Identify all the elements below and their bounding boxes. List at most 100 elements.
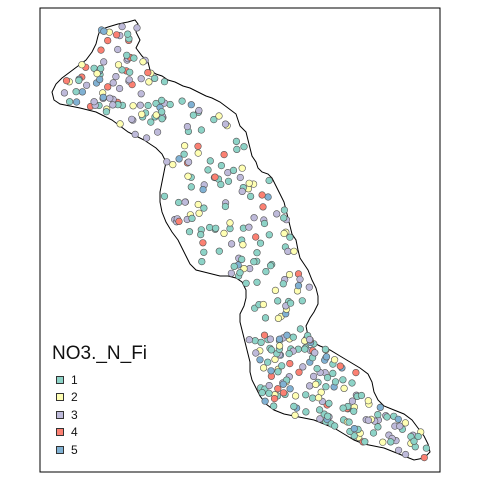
sample-point-class-1 — [160, 78, 169, 86]
sample-point-class-3 — [100, 58, 108, 66]
sample-point-class-4 — [220, 151, 228, 159]
sample-point-class-1 — [313, 365, 321, 373]
sample-point-class-4 — [252, 233, 260, 241]
sample-point-class-5 — [264, 193, 272, 201]
sample-point-class-1 — [75, 76, 83, 84]
legend-label: 2 — [71, 390, 78, 405]
sample-point-class-4 — [62, 77, 71, 85]
sample-point-class-1 — [422, 444, 431, 452]
sample-point-class-5 — [261, 397, 269, 405]
map-legend: NO3._N_Fi 1 2 3 4 5 — [52, 343, 147, 459]
legend-swatch — [56, 375, 64, 384]
sample-point-class-1 — [242, 279, 250, 287]
sample-point-class-1 — [357, 391, 366, 400]
sample-point-class-5 — [175, 155, 183, 163]
sample-point-class-2 — [194, 149, 202, 157]
sample-point-class-4 — [259, 203, 267, 211]
sample-point-class-1 — [197, 231, 205, 239]
sample-point-class-3 — [296, 275, 304, 283]
sample-point-class-1 — [151, 74, 159, 82]
sample-point-class-4 — [258, 191, 266, 199]
sample-point-class-2 — [271, 286, 280, 295]
sample-point-class-3 — [228, 240, 236, 248]
sample-point-class-4 — [104, 36, 112, 45]
sample-point-class-1 — [274, 368, 282, 376]
sample-point-class-4 — [420, 454, 428, 462]
sample-point-class-3 — [310, 372, 318, 381]
sample-point-class-1 — [345, 418, 353, 426]
sample-point-class-3 — [82, 81, 91, 89]
sample-point-class-1 — [309, 394, 317, 402]
sample-point-class-4 — [352, 369, 360, 377]
sample-point-class-2 — [145, 78, 153, 86]
sample-point-class-1 — [361, 438, 369, 446]
sample-point-class-1 — [286, 233, 294, 241]
sample-point-class-1 — [158, 115, 166, 123]
sample-point-class-2 — [152, 111, 160, 119]
sample-point-class-2 — [116, 120, 124, 128]
sample-point-class-1 — [289, 333, 297, 341]
sample-point-class-1 — [350, 432, 358, 440]
sample-point-class-1 — [274, 297, 282, 305]
sample-point-class-5 — [78, 88, 86, 96]
sample-point-class-5 — [376, 403, 384, 412]
sample-point-class-4 — [97, 46, 105, 54]
sample-point-class-2 — [239, 241, 247, 249]
legend-item-1: 1 — [52, 371, 147, 389]
sample-point-class-2 — [291, 411, 299, 419]
sample-point-class-1 — [97, 64, 105, 73]
sample-point-class-1 — [296, 325, 305, 333]
sample-point-class-1 — [323, 374, 332, 382]
sample-point-class-1 — [212, 224, 220, 232]
sample-point-class-3 — [90, 98, 98, 106]
sample-point-class-2 — [220, 229, 228, 237]
sample-point-class-5 — [286, 385, 294, 393]
sample-point-class-1 — [124, 30, 132, 38]
sample-point-class-1 — [298, 297, 306, 305]
sample-point-class-2 — [260, 364, 268, 372]
legend-swatch — [56, 428, 64, 437]
sample-point-class-1 — [229, 166, 238, 174]
sample-point-class-1 — [160, 192, 169, 200]
sample-point-class-1 — [230, 262, 238, 271]
sample-point-class-3 — [109, 79, 117, 87]
sample-point-class-1 — [324, 412, 332, 420]
sample-point-class-3 — [136, 101, 144, 109]
sample-point-class-1 — [102, 108, 110, 116]
sample-point-class-3 — [112, 72, 120, 81]
sample-point-class-2 — [274, 314, 283, 323]
legend-item-2: 2 — [52, 389, 147, 407]
sample-point-class-2 — [340, 384, 348, 393]
sample-point-class-2 — [364, 397, 372, 405]
sample-point-class-5 — [394, 415, 402, 423]
legend-swatch — [56, 445, 64, 454]
sample-point-class-3 — [125, 76, 133, 84]
sample-point-class-3 — [137, 90, 145, 98]
sample-point-class-2 — [226, 219, 234, 227]
sample-point-class-4 — [295, 368, 303, 376]
sample-point-class-2 — [93, 69, 101, 78]
sample-point-class-5 — [96, 75, 104, 83]
sample-point-class-1 — [253, 249, 261, 257]
sample-point-class-3 — [128, 115, 136, 123]
sample-point-class-1 — [175, 198, 183, 207]
sample-point-class-1 — [118, 66, 126, 74]
sample-point-class-4 — [280, 389, 288, 397]
sample-point-class-1 — [215, 247, 223, 255]
sample-point-class-2 — [184, 172, 192, 180]
sample-point-class-3 — [106, 94, 114, 102]
sample-point-class-1 — [316, 406, 324, 414]
sample-point-class-3 — [238, 187, 246, 195]
sample-point-class-3 — [133, 24, 141, 32]
sample-point-class-2 — [245, 179, 253, 187]
sample-point-class-1 — [325, 399, 333, 408]
sample-point-class-1 — [279, 280, 287, 288]
sample-point-class-1 — [321, 345, 330, 354]
sample-point-class-1 — [331, 422, 339, 430]
legend-label: 5 — [71, 442, 78, 457]
sample-point-class-5 — [256, 356, 264, 364]
sample-point-class-5 — [187, 101, 195, 109]
sample-point-class-1 — [329, 369, 337, 378]
sample-point-class-1 — [123, 51, 131, 59]
